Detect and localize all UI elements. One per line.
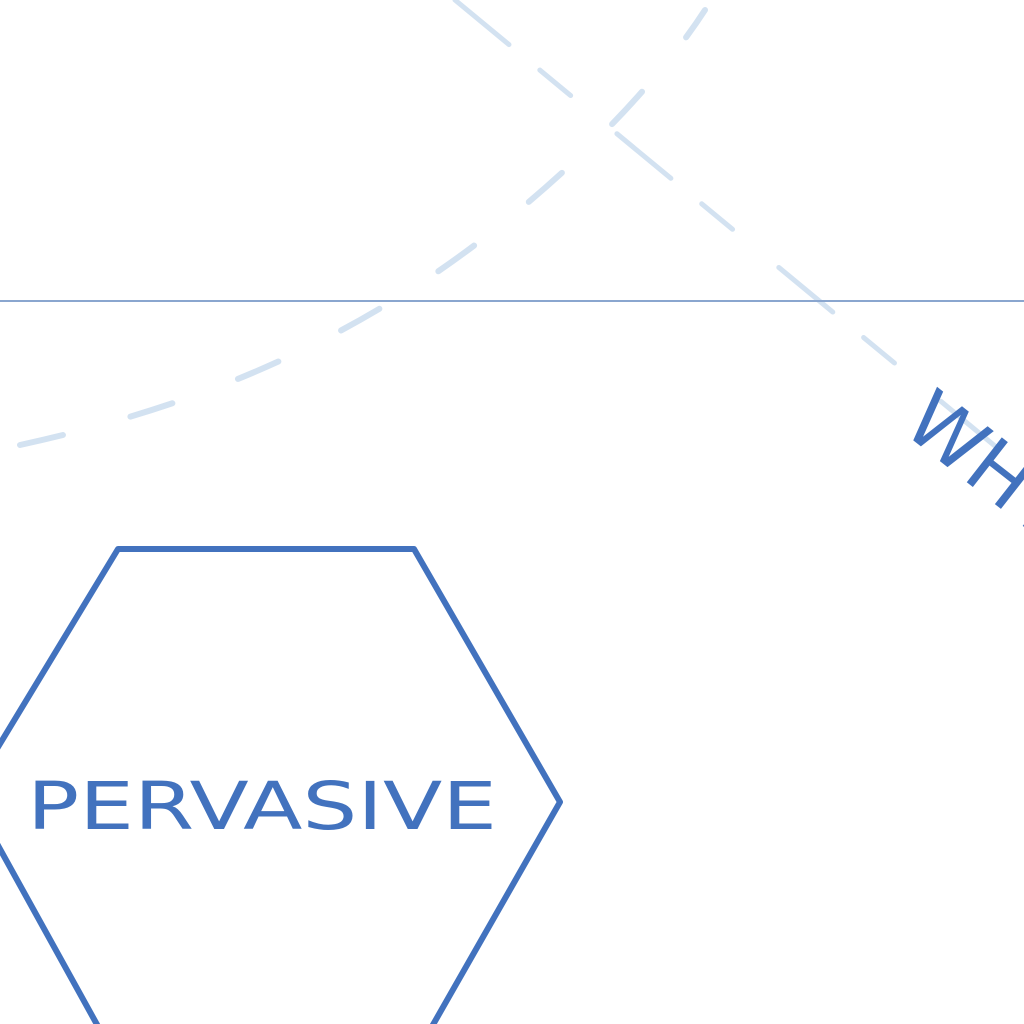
dashed-guide-curve	[17, 7, 708, 448]
hexagon-node-pervasive: PERVASIVE	[0, 546, 563, 1024]
angled-label-why: WHY	[888, 374, 1024, 558]
hexagon-label: PERVASIVE	[27, 768, 497, 845]
dashed-guide-diagonal	[452, 0, 1024, 473]
hexagon-shape	[0, 546, 563, 1024]
